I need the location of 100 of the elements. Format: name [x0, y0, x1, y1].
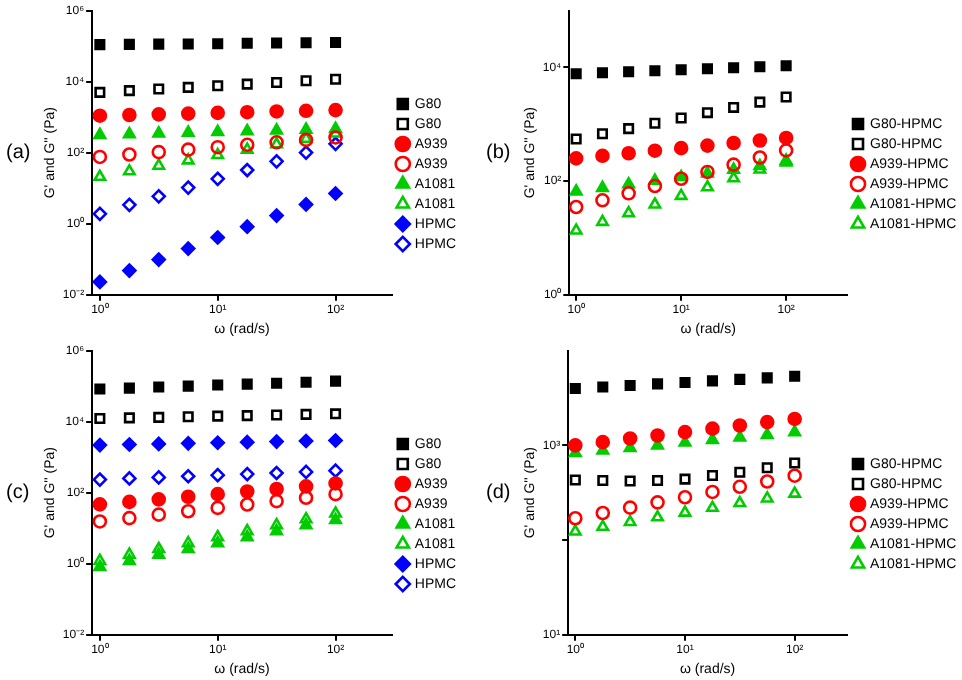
point [623, 66, 635, 78]
point [677, 489, 693, 505]
point [270, 517, 284, 530]
point [760, 491, 774, 503]
point [93, 553, 107, 566]
point [595, 434, 611, 450]
point [152, 126, 166, 138]
point [726, 135, 741, 151]
point [330, 408, 342, 420]
point [647, 178, 663, 194]
point [211, 529, 225, 542]
point [94, 383, 106, 395]
point [240, 529, 254, 542]
point [92, 274, 108, 290]
point [624, 475, 636, 487]
point [240, 123, 254, 136]
point [649, 65, 661, 77]
point [269, 208, 284, 223]
point [270, 523, 284, 536]
point [210, 467, 226, 483]
point [596, 67, 609, 79]
point [624, 379, 636, 391]
point [93, 127, 107, 140]
point [728, 62, 740, 74]
point [652, 378, 664, 390]
point [677, 424, 693, 440]
point [212, 379, 224, 391]
point [700, 138, 715, 153]
point [241, 410, 253, 422]
point [648, 197, 662, 209]
point [300, 75, 312, 87]
point [212, 410, 224, 422]
point [622, 500, 638, 515]
point [300, 376, 312, 388]
point [728, 101, 740, 113]
point [210, 230, 226, 245]
point [328, 486, 343, 502]
point [123, 38, 135, 50]
point [269, 465, 284, 481]
point [679, 376, 691, 388]
point [329, 512, 343, 525]
point [299, 122, 313, 134]
point [752, 133, 768, 148]
point [151, 470, 167, 485]
point [151, 107, 167, 122]
point [92, 514, 108, 529]
point [569, 382, 581, 395]
point [568, 151, 584, 166]
point [182, 38, 194, 50]
point [241, 78, 253, 90]
point [151, 507, 167, 522]
point [94, 86, 106, 98]
point [651, 509, 665, 522]
point [94, 39, 106, 51]
point [706, 469, 719, 482]
point [153, 83, 165, 95]
point [622, 431, 638, 446]
point [596, 128, 609, 140]
point [570, 68, 582, 80]
point [754, 96, 766, 108]
point [180, 180, 196, 195]
point [241, 378, 253, 390]
point [759, 414, 775, 430]
point [647, 143, 663, 158]
point [122, 510, 137, 526]
point [300, 408, 312, 420]
point [675, 112, 687, 124]
point [239, 434, 255, 450]
point [733, 430, 747, 442]
point [649, 117, 661, 129]
point [122, 147, 137, 162]
point [732, 418, 748, 433]
text: (d) [486, 482, 511, 505]
point [240, 142, 254, 154]
point [701, 107, 713, 119]
point [122, 197, 137, 213]
point [210, 171, 226, 187]
point [298, 479, 314, 494]
point [761, 372, 773, 384]
point [734, 373, 746, 385]
point [181, 535, 195, 548]
point [180, 142, 196, 157]
point [595, 180, 609, 193]
point [151, 436, 167, 452]
point [788, 486, 802, 498]
point [328, 102, 343, 118]
point [92, 149, 108, 165]
point [700, 179, 714, 192]
point [652, 474, 664, 487]
point [761, 462, 773, 474]
point [269, 481, 284, 497]
point [270, 123, 284, 135]
point [596, 519, 610, 532]
text: (b) [486, 142, 511, 165]
point [269, 434, 284, 449]
point [212, 80, 224, 92]
point [595, 214, 609, 227]
point [752, 150, 768, 165]
point [623, 514, 637, 527]
point [570, 133, 582, 145]
